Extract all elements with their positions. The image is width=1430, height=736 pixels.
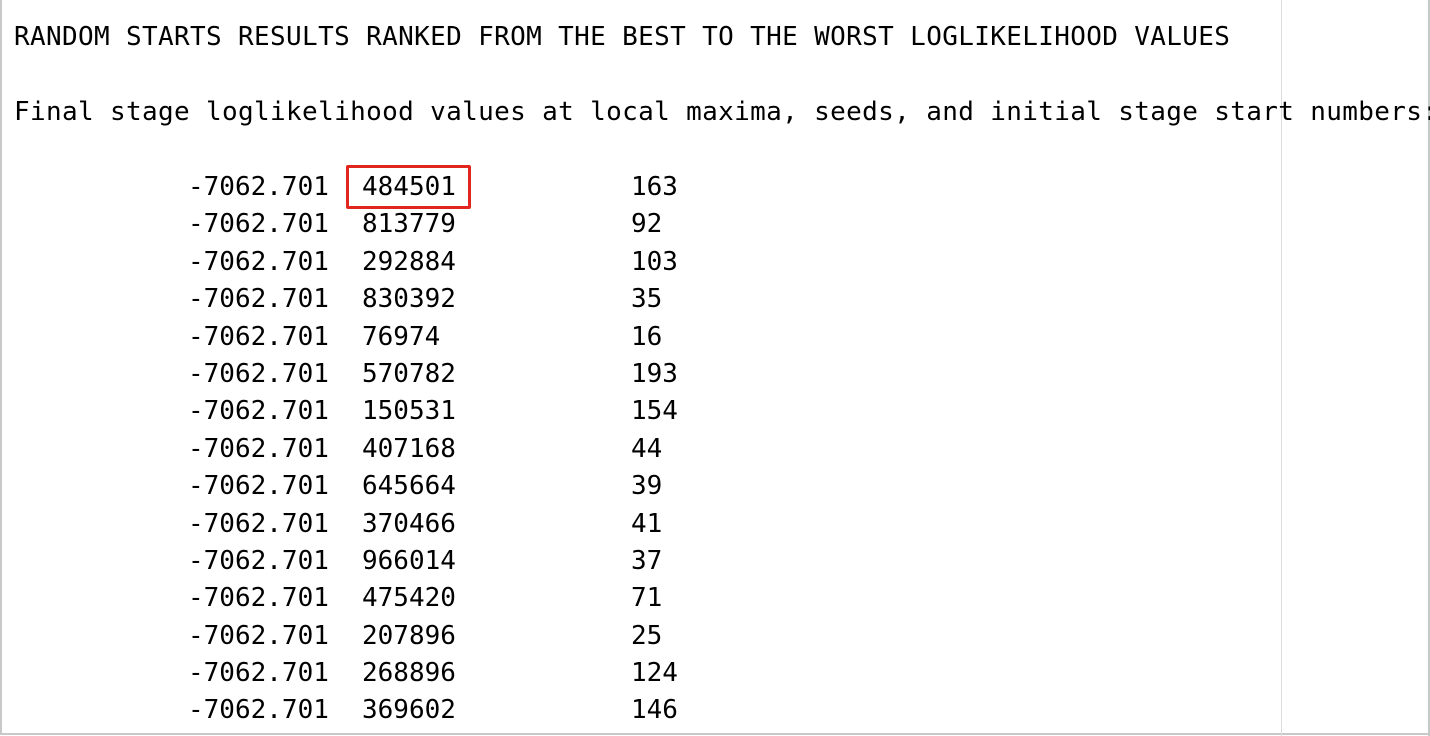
highlight-box bbox=[346, 165, 471, 209]
loglikelihood-cell: -7062.701 bbox=[188, 471, 329, 502]
seed-cell: 407168 bbox=[362, 433, 456, 464]
seed-cell: 645664 bbox=[362, 471, 456, 502]
right-border bbox=[1428, 0, 1430, 736]
start-number-cell: 103 bbox=[631, 246, 678, 277]
column-divider bbox=[1281, 0, 1282, 736]
loglikelihood-cell: -7062.701 bbox=[188, 658, 329, 689]
start-number-cell: 44 bbox=[631, 433, 663, 464]
results-heading: RANDOM STARTS RESULTS RANKED FROM THE BE… bbox=[14, 22, 1231, 52]
loglikelihood-cell: -7062.701 bbox=[188, 246, 329, 277]
start-number-cell: 193 bbox=[631, 358, 678, 389]
seed-cell: 475420 bbox=[362, 583, 456, 614]
start-number-cell: 37 bbox=[631, 545, 663, 576]
start-number-cell: 154 bbox=[631, 396, 678, 427]
seed-cell: 370466 bbox=[362, 508, 456, 539]
start-number-cell: 163 bbox=[631, 172, 678, 202]
start-number-cell: 16 bbox=[631, 321, 663, 352]
loglikelihood-cell: -7062.701 bbox=[188, 321, 329, 352]
start-number-cell: 71 bbox=[631, 583, 663, 614]
loglikelihood-cell: -7062.701 bbox=[188, 396, 329, 427]
results-subheading: Final stage loglikelihood values at loca… bbox=[14, 97, 1430, 127]
seed-cell: 830392 bbox=[362, 284, 456, 315]
start-number-cell: 124 bbox=[631, 658, 678, 689]
seed-cell: 150531 bbox=[362, 396, 456, 427]
start-number-cell: 146 bbox=[631, 695, 678, 726]
seed-cell: 813779 bbox=[362, 209, 456, 240]
seed-cell: 292884 bbox=[362, 246, 456, 277]
seed-cell: 966014 bbox=[362, 545, 456, 576]
seed-cell: 369602 bbox=[362, 695, 456, 726]
seed-cell: 570782 bbox=[362, 358, 456, 389]
start-number-cell: 92 bbox=[631, 209, 663, 240]
seed-cell: 268896 bbox=[362, 658, 456, 689]
start-number-cell: 35 bbox=[631, 284, 663, 315]
loglikelihood-cell: -7062.701 bbox=[188, 209, 329, 240]
seed-cell: 76974 bbox=[362, 321, 441, 352]
seed-cell: 207896 bbox=[362, 620, 456, 651]
seed-cell: 484501 bbox=[362, 172, 456, 202]
start-number-cell: 39 bbox=[631, 471, 663, 502]
loglikelihood-cell: -7062.701 bbox=[188, 695, 329, 726]
loglikelihood-cell: -7062.701 bbox=[188, 583, 329, 614]
loglikelihood-cell: -7062.701 bbox=[188, 358, 329, 389]
loglikelihood-cell: -7062.701 bbox=[188, 172, 329, 202]
loglikelihood-cell: -7062.701 bbox=[188, 433, 329, 464]
start-number-cell: 41 bbox=[631, 508, 663, 539]
start-number-cell: 25 bbox=[631, 620, 663, 651]
loglikelihood-cell: -7062.701 bbox=[188, 508, 329, 539]
loglikelihood-cell: -7062.701 bbox=[188, 620, 329, 651]
loglikelihood-cell: -7062.701 bbox=[188, 545, 329, 576]
loglikelihood-cell: -7062.701 bbox=[188, 284, 329, 315]
